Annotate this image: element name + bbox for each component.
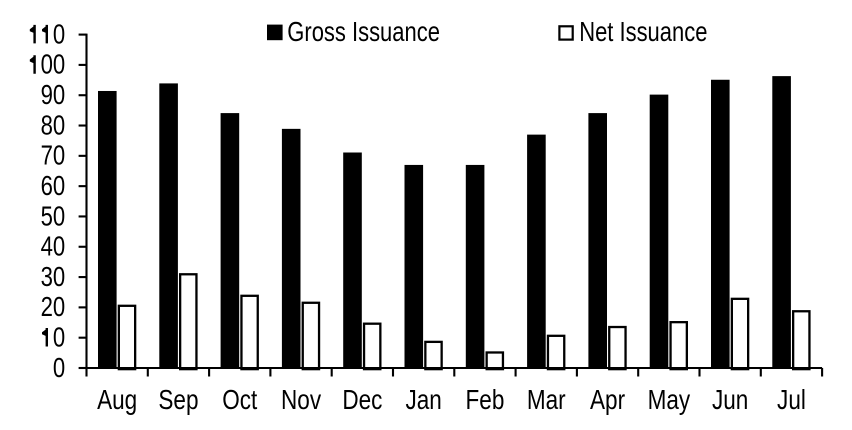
svg-text:0: 0: [53, 19, 65, 50]
svg-text:3: 3: [41, 261, 53, 292]
svg-text:Jun: Jun: [712, 385, 748, 416]
svg-text:0: 0: [53, 110, 65, 141]
svg-text:2: 2: [41, 292, 53, 323]
svg-text:5: 5: [41, 201, 53, 232]
svg-text:0: 0: [53, 231, 65, 262]
svg-text:Jan: Jan: [405, 385, 441, 416]
svg-text:0: 0: [53, 201, 65, 232]
svg-text:Jul: Jul: [777, 385, 806, 416]
svg-text:Apr: Apr: [590, 385, 626, 416]
svg-text:Feb: Feb: [466, 385, 505, 416]
svg-text:7: 7: [41, 140, 53, 171]
svg-text:9: 9: [41, 80, 53, 111]
svg-text:0: 0: [53, 171, 65, 202]
svg-text:0: 0: [53, 49, 65, 80]
svg-text:0: 0: [53, 322, 65, 353]
svg-text:Gross Issuance: Gross Issuance: [287, 17, 440, 48]
svg-text:0: 0: [53, 352, 65, 383]
svg-text:4: 4: [41, 231, 53, 262]
svg-text:6: 6: [41, 171, 53, 202]
svg-text:Oct: Oct: [222, 385, 257, 416]
svg-text:8: 8: [41, 110, 53, 141]
svg-text:Nov: Nov: [281, 385, 321, 416]
svg-text:0: 0: [53, 80, 65, 111]
svg-text:Sep: Sep: [158, 385, 198, 416]
svg-text:0: 0: [53, 261, 65, 292]
svg-text:May: May: [648, 385, 691, 416]
svg-text:Aug: Aug: [97, 385, 137, 416]
svg-text:Dec: Dec: [342, 385, 382, 416]
svg-text:Mar: Mar: [527, 385, 566, 416]
svg-text:0: 0: [53, 140, 65, 171]
svg-text:0: 0: [41, 49, 53, 80]
svg-text:Net Issuance: Net Issuance: [579, 17, 707, 48]
svg-text:0: 0: [53, 292, 65, 323]
